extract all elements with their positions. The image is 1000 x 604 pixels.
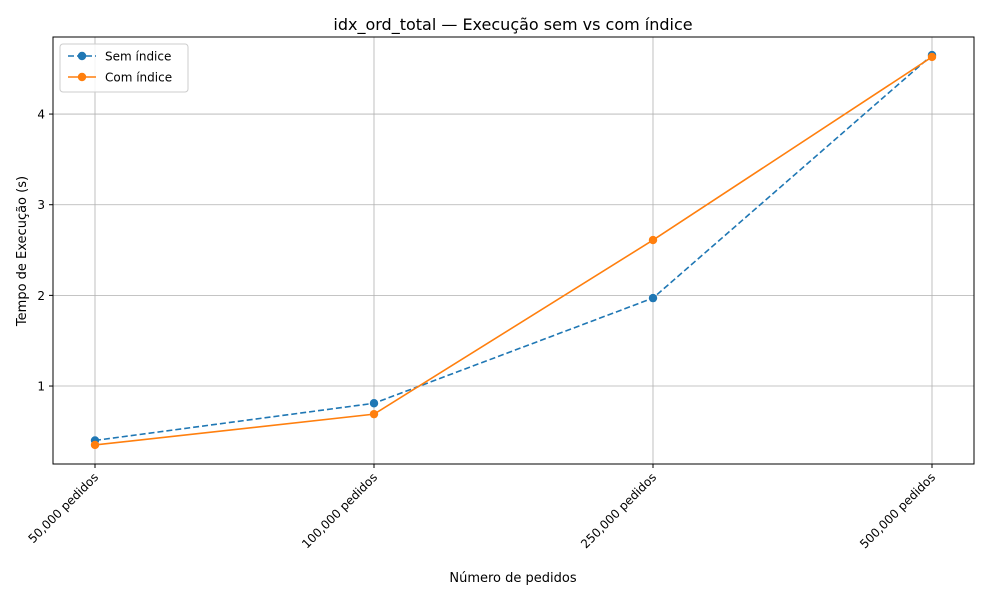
x-axis-label: Número de pedidos xyxy=(449,571,576,586)
y-tick-label: 1 xyxy=(37,380,45,394)
x-tick-label: 100,000 pedidos xyxy=(299,470,380,551)
y-tick-label: 3 xyxy=(37,198,45,212)
legend-label: Sem índice xyxy=(105,50,171,64)
legend-marker xyxy=(77,72,87,82)
data-point xyxy=(648,235,658,245)
y-tick-label: 4 xyxy=(37,108,45,122)
data-point xyxy=(927,52,937,62)
legend: Sem índice Com índice xyxy=(59,43,189,93)
data-point xyxy=(369,399,379,408)
chart-title: idx_ord_total — Execução sem vs com índi… xyxy=(333,15,692,35)
series-layer xyxy=(90,50,937,450)
x-tick-label: 250,000 pedidos xyxy=(578,470,659,551)
plot-frame xyxy=(52,36,975,465)
data-point xyxy=(369,409,379,419)
data-point xyxy=(648,293,658,303)
x-tick-label: 50,000 pedidos xyxy=(25,470,101,546)
x-tick-label: 500,000 pedidos xyxy=(857,470,938,551)
legend-marker xyxy=(77,51,87,61)
series-line xyxy=(94,54,933,442)
legend-label: Com índice xyxy=(105,71,172,85)
series-line xyxy=(94,56,933,446)
axes xyxy=(49,36,975,468)
tick-labels: 1 2 3 4 50,000 pedidos 100,000 pedidos 250,000… xyxy=(25,108,938,552)
y-tick-label: 2 xyxy=(37,289,45,303)
y-axis-label: Tempo de Execução (s) xyxy=(15,176,30,327)
grid-lines xyxy=(53,37,974,464)
data-point xyxy=(90,440,100,450)
